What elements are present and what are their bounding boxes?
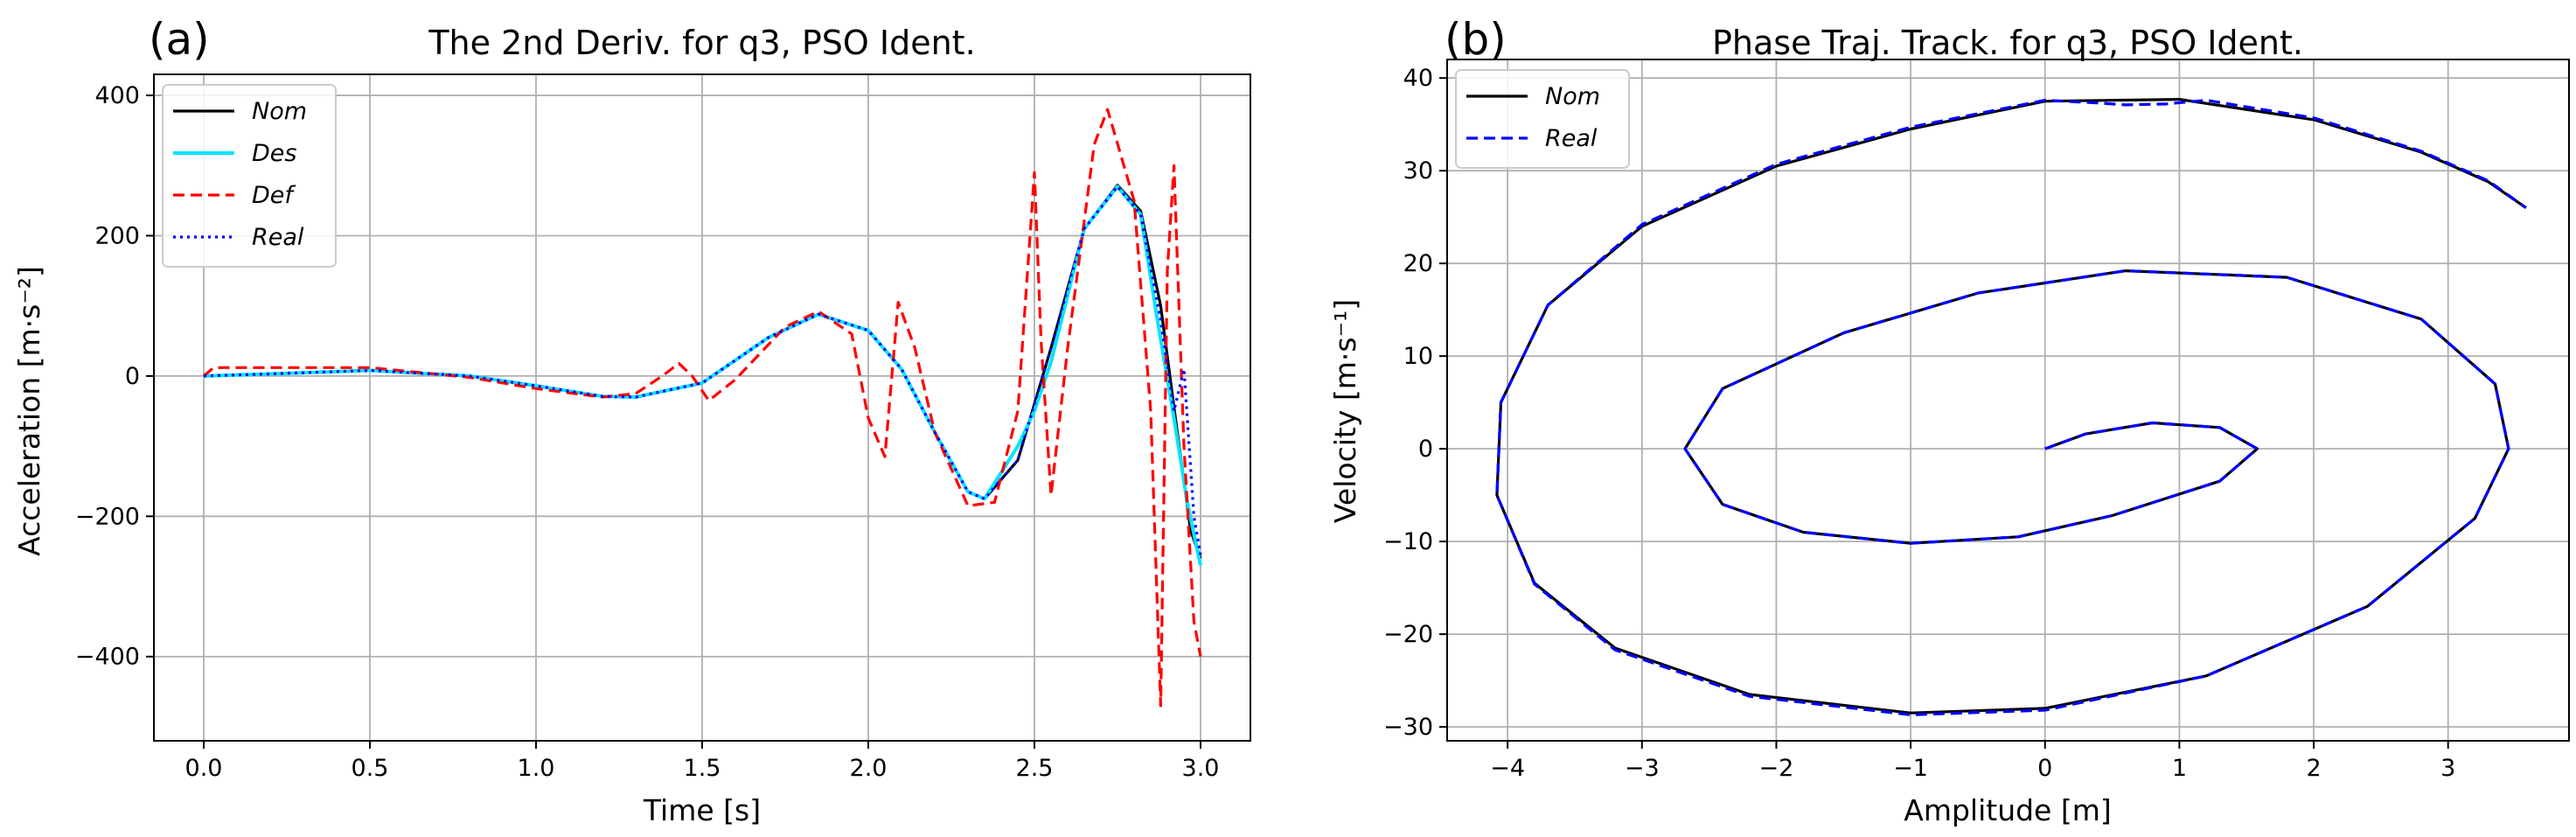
panel-b-legend: Nom Real	[1455, 69, 1630, 169]
panel-b-x-tick-label: 0	[2037, 755, 2052, 782]
panel-a-legend-frame	[162, 84, 337, 268]
panel-a-ylabel: Acceleration [m·s⁻²]	[12, 266, 46, 556]
panel-b-x-tick-label: 3	[2440, 755, 2455, 782]
panel-a-xlabel: Time [s]	[643, 793, 761, 827]
panel-a-x-tick-label: 1.5	[684, 755, 721, 782]
panel-b-legend-frame	[1455, 69, 1630, 169]
panel-b-y-tick-label: 30	[1403, 157, 1433, 185]
panel-b-y-tick-label: −10	[1383, 528, 1433, 555]
panel-b-x-tick-label: −1	[1893, 755, 1928, 782]
panel-b-legend-label-nom: Nom	[1545, 83, 1600, 110]
panel-a-x-tick-label: 2.0	[850, 755, 888, 782]
panel-b-y-tick-label: 40	[1403, 65, 1433, 92]
panel-b-series-nom	[1495, 97, 2527, 715]
panel-a-y-tick-label: 0	[125, 363, 140, 390]
panel-a-legend-label-des: Des	[252, 140, 296, 167]
panel-a-x-tick-label: 2.5	[1016, 755, 1054, 782]
panel-b-x-tick-label: −3	[1625, 755, 1660, 782]
panel-b-legend-label-real: Real	[1545, 125, 1598, 152]
panel-b-y-tick-label: 20	[1403, 250, 1433, 277]
panel-a-legend: Nom Des Def Real	[162, 84, 337, 268]
panel-a-title: The 2nd Deriv. for q3, PSO Ident.	[428, 24, 975, 62]
panel-a-legend-label-def: Def	[252, 182, 296, 209]
panel-a-plot-area	[153, 73, 1251, 742]
panel-a-tag: (a)	[149, 14, 210, 65]
panel-b-x-tick-label: −4	[1490, 755, 1525, 782]
panel-a-series-real	[203, 185, 1202, 555]
panel-a: (a) The 2nd Deriv. for q3, PSO Ident. Ti…	[12, 14, 1251, 827]
panel-a-x-tick-label: 0.0	[185, 755, 223, 782]
panel-a-y-tick-label: −400	[75, 644, 140, 671]
panel-b: (b) Phase Traj. Track. for q3, PSO Ident…	[1328, 14, 2570, 827]
panel-b-tag: (b)	[1445, 14, 1507, 65]
panel-b-plot-area	[1446, 59, 2570, 742]
panel-a-y-tick-label: 400	[94, 82, 140, 109]
panel-b-xlabel: Amplitude [m]	[1904, 793, 2112, 827]
panel-a-x-tick-label: 3.0	[1182, 755, 1220, 782]
panel-a-legend-label-real: Real	[252, 224, 304, 251]
panel-a-legend-label-nom: Nom	[252, 98, 307, 125]
panel-b-x-tick-label: 1	[2172, 755, 2187, 782]
panel-b-ylabel: Velocity [m·s⁻¹]	[1328, 299, 1362, 523]
panel-b-series-real	[1495, 98, 2527, 716]
panel-a-x-tick-label: 1.0	[518, 755, 555, 782]
panel-b-y-tick-label: 10	[1403, 343, 1433, 370]
panel-b-x-tick-label: 2	[2306, 755, 2321, 782]
panel-b-y-tick-label: 0	[1418, 436, 1433, 463]
panel-b-title: Phase Traj. Track. for q3, PSO Ident.	[1712, 24, 2303, 62]
panel-b-y-tick-label: −20	[1383, 621, 1433, 648]
panel-b-x-tick-label: −2	[1759, 755, 1794, 782]
panel-a-x-tick-label: 0.5	[352, 755, 389, 782]
panel-a-y-tick-label: 200	[94, 222, 140, 249]
panel-a-y-tick-label: −200	[75, 503, 140, 530]
panel-b-y-tick-label: −30	[1383, 714, 1433, 741]
